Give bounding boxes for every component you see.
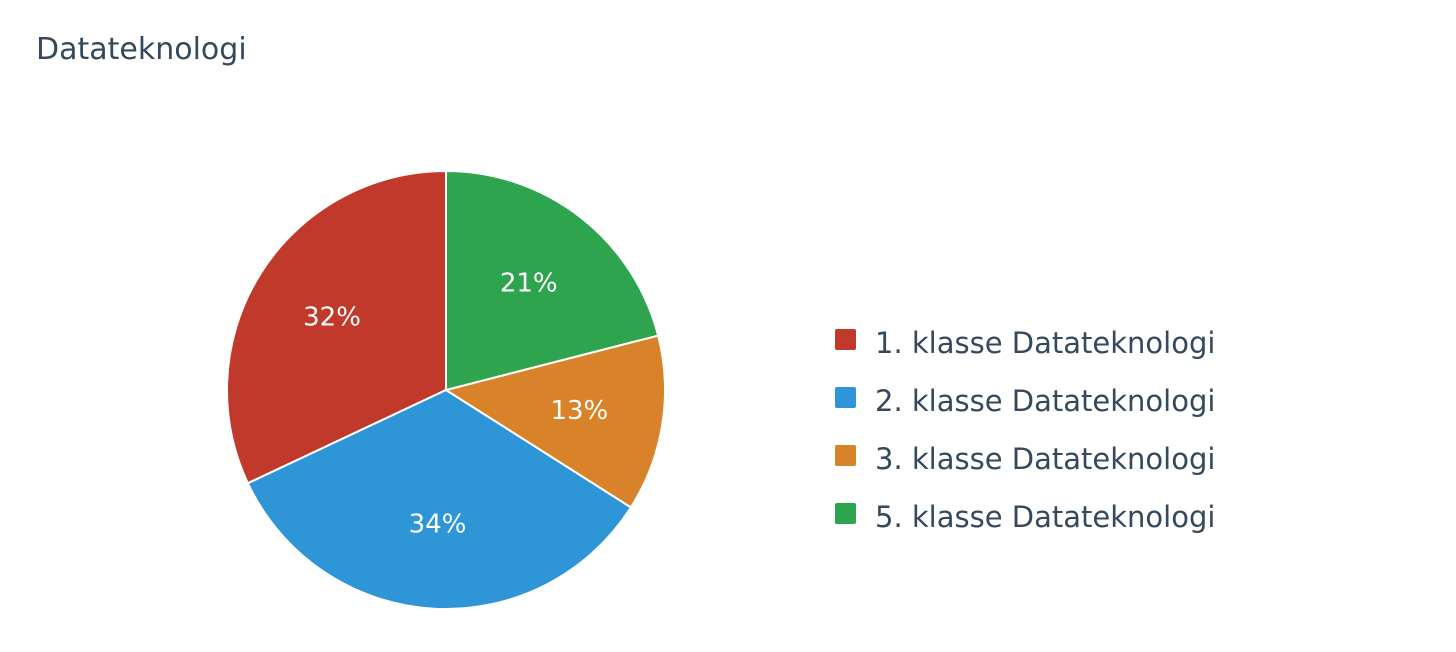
legend-swatch: [835, 387, 856, 408]
legend-swatch: [835, 503, 856, 524]
slice-value-label-1: 32%: [303, 303, 361, 333]
pie-slice-1: [226, 169, 447, 485]
legend-label: 3. klasse Datateknologi: [875, 442, 1216, 476]
legend-label: 5. klasse Datateknologi: [875, 500, 1216, 534]
pie-slice-4: [445, 169, 660, 392]
legend: 1. klasse Datateknologi 2. klasse Datatek…: [835, 321, 1215, 553]
legend-item-4[interactable]: 5. klasse Datateknologi: [835, 495, 1215, 553]
slice-value-label-3: 13%: [550, 396, 608, 426]
legend-label: 2. klasse Datateknologi: [875, 384, 1216, 418]
chart-title: Datateknologi: [36, 32, 247, 67]
legend-item-3[interactable]: 3. klasse Datateknologi: [835, 437, 1215, 495]
legend-item-2[interactable]: 2. klasse Datateknologi: [835, 379, 1215, 437]
legend-swatch: [835, 445, 856, 466]
legend-swatch: [835, 329, 856, 350]
legend-label: 1. klasse Datateknologi: [875, 326, 1216, 360]
pie-slice-3: [443, 334, 666, 509]
slice-value-label-4: 21%: [500, 268, 558, 298]
legend-item-1[interactable]: 1. klasse Datateknologi: [835, 321, 1215, 379]
pie-slice-2: [246, 388, 633, 610]
slice-value-label-2: 34%: [409, 510, 467, 540]
